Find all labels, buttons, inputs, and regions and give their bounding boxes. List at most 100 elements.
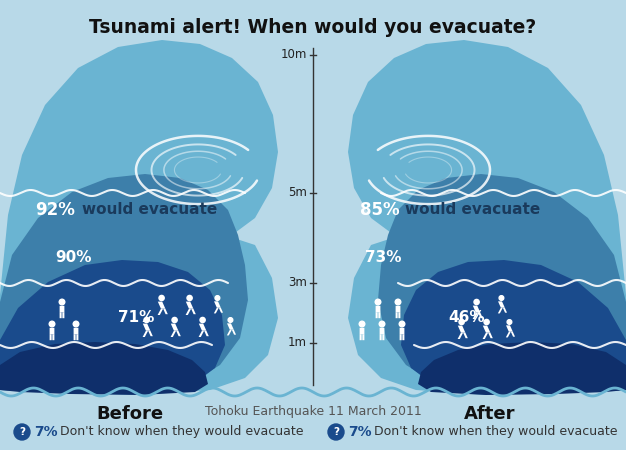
Polygon shape xyxy=(0,174,248,392)
Circle shape xyxy=(484,320,489,324)
FancyBboxPatch shape xyxy=(63,312,64,318)
Circle shape xyxy=(328,424,344,440)
Polygon shape xyxy=(158,309,163,315)
Text: 10m: 10m xyxy=(280,49,307,62)
FancyBboxPatch shape xyxy=(379,328,384,334)
Text: 5m: 5m xyxy=(288,186,307,199)
Text: 3m: 3m xyxy=(288,276,307,289)
Polygon shape xyxy=(483,326,490,333)
Circle shape xyxy=(459,320,464,324)
Text: Don't know when they would evacuate: Don't know when they would evacuate xyxy=(60,426,304,438)
Text: 85%: 85% xyxy=(360,201,399,219)
Text: 90%: 90% xyxy=(55,251,91,266)
FancyBboxPatch shape xyxy=(74,334,76,340)
Polygon shape xyxy=(186,302,193,309)
Circle shape xyxy=(375,299,381,305)
Polygon shape xyxy=(0,260,225,392)
Circle shape xyxy=(215,296,220,300)
FancyBboxPatch shape xyxy=(379,334,382,340)
Circle shape xyxy=(73,321,79,327)
FancyBboxPatch shape xyxy=(59,306,64,312)
Polygon shape xyxy=(418,342,626,395)
Polygon shape xyxy=(473,306,480,313)
Circle shape xyxy=(507,320,512,324)
Text: ?: ? xyxy=(333,427,339,437)
FancyBboxPatch shape xyxy=(362,334,364,340)
FancyBboxPatch shape xyxy=(74,328,78,334)
FancyBboxPatch shape xyxy=(53,334,54,340)
FancyBboxPatch shape xyxy=(396,312,398,318)
Circle shape xyxy=(59,299,65,305)
Circle shape xyxy=(379,321,385,327)
Text: ?: ? xyxy=(19,427,25,437)
Polygon shape xyxy=(204,331,209,336)
FancyBboxPatch shape xyxy=(49,328,54,334)
Text: 73%: 73% xyxy=(365,251,401,266)
Polygon shape xyxy=(506,325,513,332)
Polygon shape xyxy=(191,309,196,314)
Polygon shape xyxy=(199,324,207,331)
Text: After: After xyxy=(464,405,516,423)
Circle shape xyxy=(359,321,365,327)
Circle shape xyxy=(49,321,55,327)
Text: 46%: 46% xyxy=(448,310,485,325)
FancyBboxPatch shape xyxy=(49,334,51,340)
Polygon shape xyxy=(401,260,626,392)
Polygon shape xyxy=(378,174,626,392)
FancyBboxPatch shape xyxy=(399,334,402,340)
Polygon shape xyxy=(148,331,153,336)
Text: 92%: 92% xyxy=(35,201,75,219)
FancyBboxPatch shape xyxy=(398,312,401,318)
Polygon shape xyxy=(185,309,191,315)
Polygon shape xyxy=(498,308,503,313)
Circle shape xyxy=(159,295,164,301)
Circle shape xyxy=(499,296,504,300)
Circle shape xyxy=(228,318,233,322)
Polygon shape xyxy=(198,331,204,337)
FancyBboxPatch shape xyxy=(376,312,377,318)
Polygon shape xyxy=(227,324,233,330)
Text: would evacuate: would evacuate xyxy=(82,202,217,217)
Circle shape xyxy=(187,295,192,301)
Text: Before: Before xyxy=(96,405,163,423)
Circle shape xyxy=(474,299,479,305)
Polygon shape xyxy=(171,331,176,337)
FancyBboxPatch shape xyxy=(396,306,401,312)
Text: Tohoku Earthquake 11 March 2011: Tohoku Earthquake 11 March 2011 xyxy=(205,405,421,418)
FancyBboxPatch shape xyxy=(399,328,404,334)
Polygon shape xyxy=(0,342,208,395)
Text: Don't know when they would evacuate: Don't know when they would evacuate xyxy=(374,426,617,438)
Polygon shape xyxy=(158,302,165,309)
Polygon shape xyxy=(498,302,505,308)
FancyBboxPatch shape xyxy=(59,312,61,318)
FancyBboxPatch shape xyxy=(403,334,404,340)
FancyBboxPatch shape xyxy=(376,306,381,312)
Text: 71%: 71% xyxy=(118,310,155,325)
FancyBboxPatch shape xyxy=(359,334,362,340)
Circle shape xyxy=(399,321,405,327)
Polygon shape xyxy=(488,333,493,338)
Polygon shape xyxy=(0,40,278,395)
Circle shape xyxy=(144,317,149,323)
Text: Tsunami alert! When would you evacuate?: Tsunami alert! When would you evacuate? xyxy=(90,18,536,37)
Polygon shape xyxy=(483,333,488,339)
Polygon shape xyxy=(473,313,478,319)
Polygon shape xyxy=(214,302,221,308)
FancyBboxPatch shape xyxy=(359,328,364,334)
Polygon shape xyxy=(503,308,507,313)
Polygon shape xyxy=(478,313,483,318)
Polygon shape xyxy=(176,331,181,336)
Polygon shape xyxy=(232,330,236,335)
Polygon shape xyxy=(506,332,511,338)
Polygon shape xyxy=(227,330,232,335)
Polygon shape xyxy=(463,333,468,338)
Polygon shape xyxy=(511,332,515,337)
Text: would evacuate: would evacuate xyxy=(405,202,540,217)
FancyBboxPatch shape xyxy=(76,334,78,340)
Circle shape xyxy=(14,424,30,440)
Text: 7%: 7% xyxy=(34,425,58,439)
Polygon shape xyxy=(219,308,223,313)
Text: 7%: 7% xyxy=(348,425,372,439)
Polygon shape xyxy=(214,308,219,313)
Polygon shape xyxy=(171,324,178,331)
